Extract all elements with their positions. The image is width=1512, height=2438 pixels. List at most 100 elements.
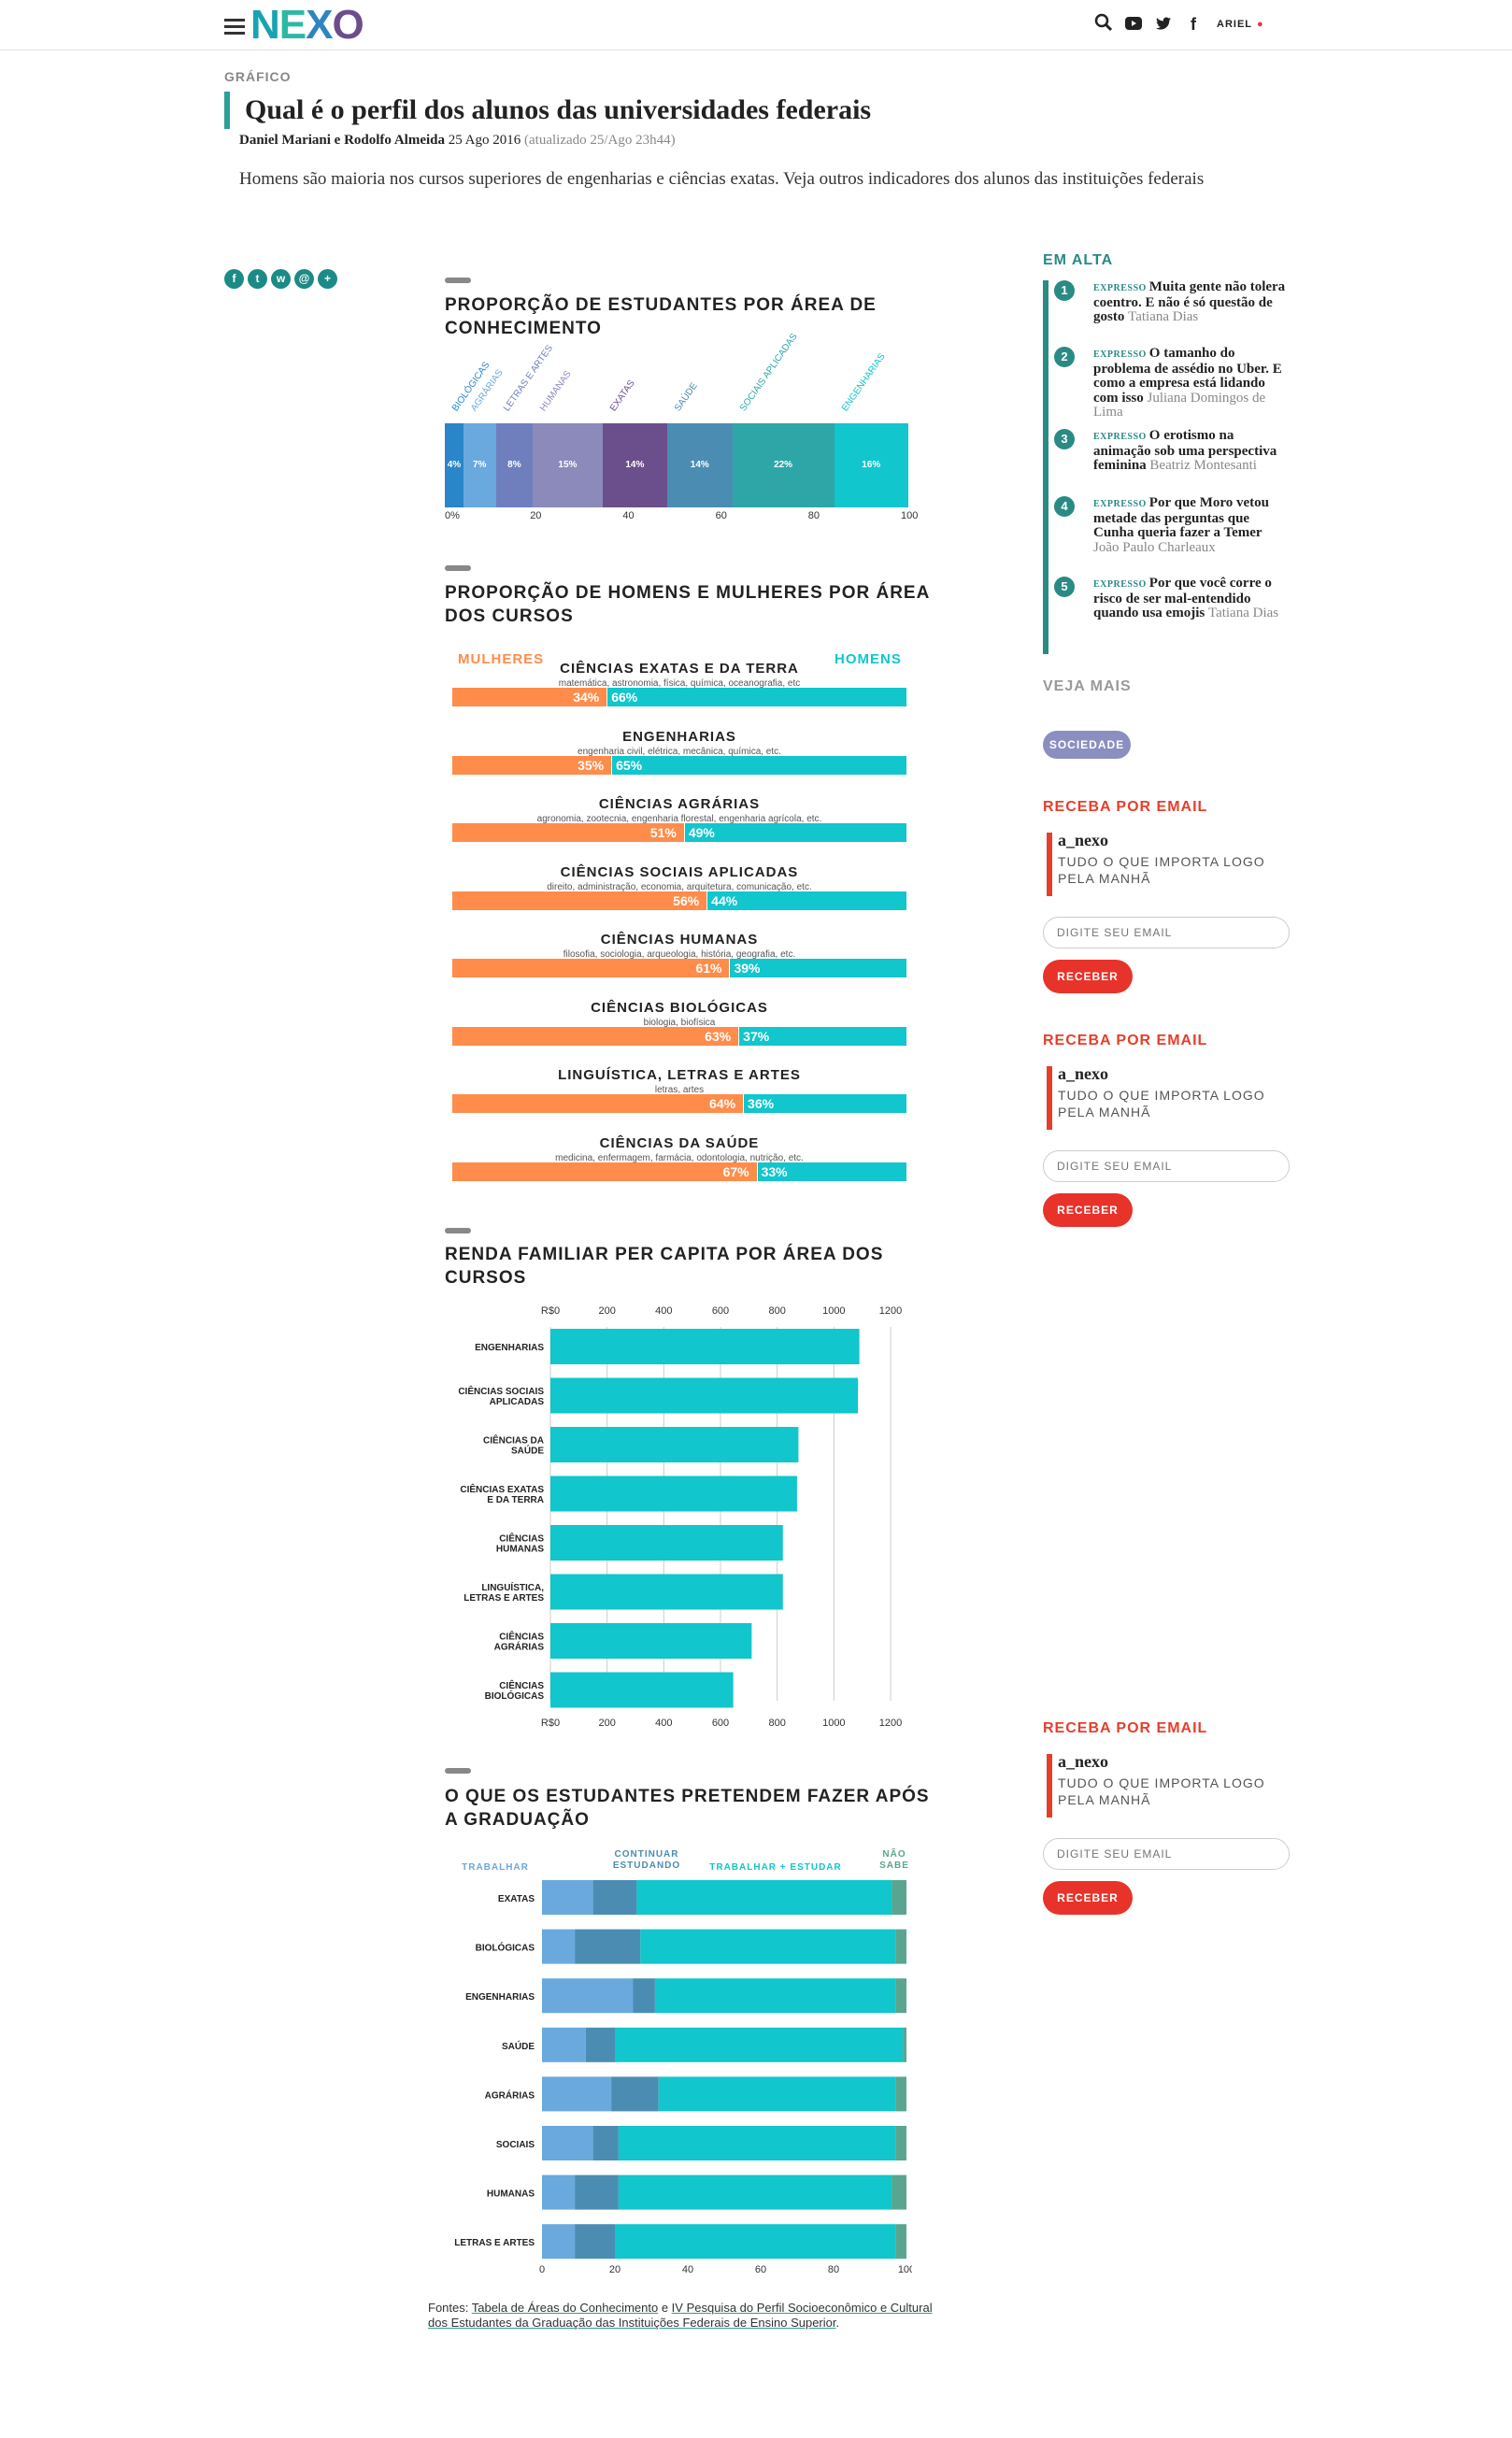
tag-sociedade[interactable]: SOCIEDADE bbox=[1043, 731, 1131, 759]
trending-kicker: EXPRESSO bbox=[1093, 432, 1149, 442]
gender-bar: 34% 66% bbox=[452, 688, 906, 706]
user-name[interactable]: ARIEL ● bbox=[1217, 19, 1264, 30]
value-mulheres: 56% bbox=[673, 892, 700, 908]
newsletter-heading: RECEBA POR EMAIL bbox=[1043, 799, 1208, 815]
source-link-1[interactable]: Tabela de Áreas do Conhecimento bbox=[471, 2301, 659, 2315]
trending-text[interactable]: EXPRESSO Muita gente não tolera coentro.… bbox=[1093, 279, 1290, 325]
gender-bar: 67% 33% bbox=[452, 1162, 906, 1181]
category-label: CIÊNCIAS bbox=[499, 1679, 544, 1691]
income-bar bbox=[550, 1427, 799, 1462]
trending-text[interactable]: EXPRESSO Por que você corre o risco de s… bbox=[1093, 576, 1290, 621]
category-label: LINGUÍSTICA, bbox=[481, 1581, 544, 1593]
trending-rule bbox=[1043, 280, 1048, 654]
trending-text[interactable]: EXPRESSO Por que Moro vetou metade das p… bbox=[1093, 495, 1290, 555]
x-tick-top: 600 bbox=[712, 1305, 729, 1317]
course-area: CIÊNCIAS AGRÁRIAS agronomia, zootecnia, e… bbox=[452, 795, 906, 825]
subscribe-button[interactable]: RECEBER bbox=[1043, 960, 1133, 993]
bar-homens bbox=[757, 1162, 906, 1181]
email-field[interactable] bbox=[1043, 917, 1290, 948]
newsletter-2: RECEBA POR EMAIL a_nexo TUDO O QUE IMPOR… bbox=[1043, 1033, 1295, 1238]
user-icon[interactable]: ● bbox=[1257, 19, 1264, 30]
course-area-examples: direito, administração, economia, arquit… bbox=[547, 881, 812, 892]
value-homens: 33% bbox=[761, 1163, 788, 1179]
youtube-icon[interactable] bbox=[1121, 13, 1146, 36]
x-tick-label: 40 bbox=[622, 510, 635, 521]
course-area-name: CIÊNCIAS DA SAÚDE bbox=[599, 1134, 760, 1151]
x-tick-top: R$0 bbox=[541, 1305, 560, 1317]
trending-number: 1 bbox=[1054, 280, 1075, 301]
course-area-examples: medicina, enfermagem, farmácia, odontolo… bbox=[555, 1152, 804, 1163]
chart-4-title: O QUE OS ESTUDANTES PRETENDEM FAZER APÓS… bbox=[445, 1787, 930, 1830]
plan-segment bbox=[542, 1929, 576, 1964]
legend-label: SABE bbox=[879, 1861, 909, 1871]
x-tick-top: 1200 bbox=[879, 1305, 902, 1317]
subscribe-button[interactable]: RECEBER bbox=[1043, 1193, 1133, 1227]
value-homens: 66% bbox=[611, 690, 638, 705]
newsletter-tagline: TUDO O QUE IMPORTA LOGO PELA MANHÃ bbox=[1058, 854, 1265, 886]
x-tick-label: 80 bbox=[807, 510, 820, 521]
x-tick-label: 20 bbox=[609, 2264, 620, 2275]
veja-mais-heading: VEJA MAIS bbox=[1043, 678, 1132, 694]
legend-label: TRABALHAR + ESTUDAR bbox=[709, 1862, 842, 1873]
area-segment: 14% bbox=[667, 423, 733, 507]
income-bar bbox=[550, 1525, 783, 1561]
trending-author: Juliana Domingos de Lima bbox=[1093, 390, 1266, 420]
subscribe-button[interactable]: RECEBER bbox=[1043, 1881, 1133, 1915]
newsletter-1: RECEBA POR EMAIL a_nexo TUDO O QUE IMPOR… bbox=[1043, 799, 1295, 1005]
search-icon[interactable] bbox=[1091, 13, 1116, 36]
trending-title[interactable]: Por que você corre o risco de ser mal-en… bbox=[1093, 576, 1272, 620]
trending-kicker: EXPRESSO bbox=[1093, 499, 1149, 509]
category-label: SAÚDE bbox=[502, 2040, 535, 2052]
area-label: EXATAS bbox=[607, 378, 637, 414]
bar-mulheres bbox=[452, 891, 707, 910]
email-field[interactable] bbox=[1043, 1838, 1290, 1870]
email-field[interactable] bbox=[1043, 1150, 1290, 1182]
plan-segment bbox=[542, 2076, 612, 2112]
trending-title[interactable]: Por que Moro vetou metade das perguntas … bbox=[1093, 495, 1269, 540]
trending-title[interactable]: O tamanho do problema de assédio no Uber… bbox=[1093, 346, 1282, 406]
x-tick-bottom: R$0 bbox=[541, 1718, 560, 1729]
site-logo[interactable]: NEXO bbox=[250, 2, 364, 48]
newsletter-3: RECEBA POR EMAIL a_nexo TUDO O QUE IMPOR… bbox=[1043, 1720, 1295, 1926]
area-label: HUMANAS bbox=[538, 369, 574, 414]
share-twitter-icon[interactable]: t bbox=[248, 269, 267, 289]
course-area-name: CIÊNCIAS HUMANAS bbox=[600, 932, 759, 948]
category-label: EXATAS bbox=[498, 1894, 535, 1904]
share-facebook-icon[interactable]: f bbox=[224, 269, 244, 289]
menu-icon[interactable] bbox=[224, 19, 245, 36]
course-area-examples: engenharia civil, elétrica, mecânica, qu… bbox=[578, 746, 781, 757]
course-area-name: CIÊNCIAS BIOLÓGICAS bbox=[591, 999, 768, 1016]
trending-text[interactable]: EXPRESSO O tamanho do problema de assédi… bbox=[1093, 346, 1290, 421]
article-kicker: GRÁFICO bbox=[224, 69, 292, 84]
category-label: LETRAS E ARTES bbox=[464, 1593, 544, 1604]
value-homens: 44% bbox=[711, 892, 738, 908]
share-email-icon[interactable]: @ bbox=[294, 269, 314, 289]
x-tick-top: 1000 bbox=[822, 1305, 845, 1317]
share-whatsapp-icon[interactable]: w bbox=[271, 269, 291, 289]
share-more-icon[interactable]: + bbox=[318, 269, 337, 289]
bar-homens bbox=[612, 755, 906, 775]
category-label: AGRÁRIAS bbox=[485, 2089, 535, 2101]
trending-text[interactable]: EXPRESSO O erotismo na animação sob uma … bbox=[1093, 428, 1290, 474]
x-tick-label: 20 bbox=[530, 510, 542, 521]
category-label: AGRÁRIAS bbox=[494, 1641, 545, 1653]
top-bar: NEXO f ARIEL ● bbox=[0, 0, 1512, 50]
trending-title[interactable]: O erotismo na animação sob uma perspecti… bbox=[1093, 428, 1277, 473]
plan-segment bbox=[895, 2076, 906, 2112]
income-chart-svg: R$0 R$0 200 200 400 400 600 600 800 800 1000 1000 12… bbox=[458, 1305, 902, 1729]
trending-title[interactable]: Muita gente não tolera coentro. E não é … bbox=[1093, 279, 1286, 324]
gender-bar: 63% 37% bbox=[452, 1026, 906, 1046]
twitter-icon[interactable] bbox=[1151, 13, 1176, 36]
x-tick-label: 60 bbox=[755, 2264, 766, 2275]
value-mulheres: 64% bbox=[709, 1096, 736, 1111]
course-area-name: ENGENHARIAS bbox=[622, 728, 736, 745]
value-homens: 37% bbox=[743, 1028, 770, 1044]
legend-label: TRABALHAR bbox=[462, 1862, 529, 1873]
plan-segment bbox=[542, 1880, 593, 1915]
x-tick-bottom: 1000 bbox=[822, 1718, 845, 1729]
newsletter-rule bbox=[1047, 1066, 1052, 1130]
facebook-icon[interactable]: f bbox=[1191, 15, 1196, 34]
source-link-2[interactable]: IV Pesquisa do Perfil Socioeconômico e C… bbox=[428, 2301, 933, 2330]
value-homens: 49% bbox=[688, 825, 715, 840]
